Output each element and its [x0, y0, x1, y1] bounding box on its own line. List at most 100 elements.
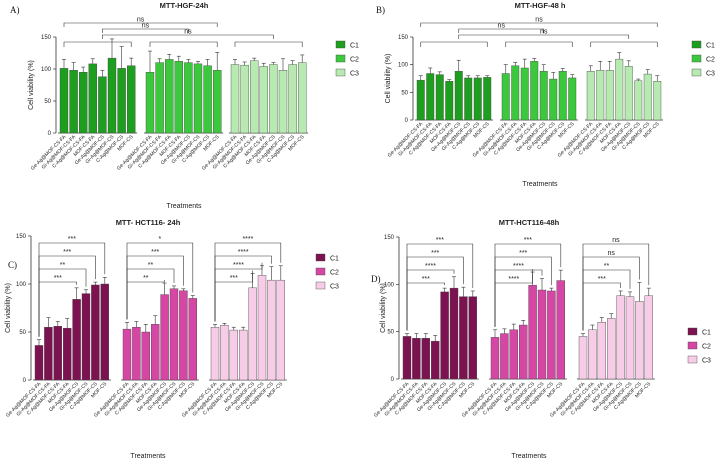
y-tick-label: 100 — [41, 67, 52, 73]
y-tick-label: 150 — [41, 35, 52, 41]
y-axis-title: Cell viability (%) — [380, 283, 387, 333]
legend-swatch-c1 — [691, 40, 702, 49]
chart-panel-3: C) MTT- HCT116- 24h 0 50 100 150 Cell viabilit… — [5, 218, 339, 460]
significance-bracket — [420, 22, 658, 27]
y-tick-label: 0 — [48, 131, 52, 137]
bar-c2-2 — [155, 62, 164, 134]
bar-c3-8 — [298, 62, 307, 134]
legend-label-c1: C1 — [702, 330, 711, 337]
legend-label-c2: C2 — [706, 57, 715, 64]
bar-c3-6 — [634, 80, 643, 121]
significance-label: *** — [68, 236, 76, 243]
bar-c1-3 — [78, 71, 88, 134]
bar-c1-7 — [91, 284, 100, 381]
bar-c2-6 — [549, 78, 558, 121]
significance-label: ns — [535, 17, 543, 24]
bar-c3-4 — [615, 58, 624, 121]
bar-c2-3 — [141, 331, 151, 381]
bar-c2-5 — [184, 62, 193, 134]
bar-c2-2 — [511, 65, 520, 121]
bar-c3-8 — [653, 81, 662, 121]
bar-c1-6 — [464, 77, 473, 121]
y-tick-label: 150 — [384, 235, 395, 241]
panel-label: A) — [10, 5, 20, 15]
bar-c3-7 — [635, 301, 644, 380]
significance-bracket — [458, 34, 630, 39]
legend-swatch-c2 — [335, 54, 346, 63]
bar-c3-4 — [259, 66, 268, 134]
bar-c2-1 — [501, 73, 510, 121]
significance-bracket — [102, 34, 274, 39]
bar-c2-1 — [490, 337, 500, 380]
significance-bracket — [582, 243, 650, 331]
significance-label: ** — [143, 275, 149, 282]
group-bracket — [505, 41, 573, 47]
bar-c2-4 — [150, 324, 160, 381]
legend-swatch-c3 — [335, 68, 346, 77]
bar-c2-5 — [160, 294, 169, 381]
significance-label: ns — [498, 23, 506, 30]
legend-swatch-c1 — [335, 40, 346, 49]
significance-label: **** — [233, 262, 244, 269]
panel-label: D) — [371, 274, 381, 284]
significance-label: *** — [519, 250, 527, 257]
bar-c3-2 — [596, 69, 605, 121]
x-axis-title: Treatments — [522, 181, 558, 188]
bar-c1-3 — [435, 74, 444, 121]
bar-c2-7 — [203, 65, 212, 134]
bar-c1-4 — [63, 327, 72, 381]
legend-swatch-c1 — [687, 327, 698, 336]
x-axis-title: Treatments — [511, 453, 547, 460]
bar-c3-6 — [278, 70, 288, 134]
chart-title: MTT-HCT116-48h — [499, 218, 560, 227]
significance-bracket — [214, 242, 282, 322]
significance-bracket — [406, 282, 445, 331]
bar-c2-7 — [179, 290, 188, 381]
panel-label: B) — [376, 5, 385, 15]
bar-c1-1 — [59, 68, 69, 134]
bar-c1-7 — [459, 296, 468, 380]
chart-title: MTT-HGF-48 h — [515, 1, 566, 10]
bar-c2-4 — [530, 61, 539, 121]
legend-swatch-c3 — [315, 281, 326, 290]
significance-bracket — [494, 243, 562, 327]
bar-c2-1 — [145, 71, 155, 134]
bar-c1-3 — [53, 326, 62, 381]
y-tick-label: 50 — [44, 99, 51, 105]
significance-label: ** — [60, 262, 66, 269]
bar-c1-8 — [126, 65, 136, 134]
y-tick-label: 100 — [16, 282, 27, 288]
significance-label: **** — [242, 236, 253, 243]
significance-label: **** — [508, 276, 519, 283]
bar-c3-4 — [238, 329, 248, 381]
x-axis-title: Treatments — [130, 453, 166, 460]
bar-c3-5 — [269, 64, 278, 134]
chart-panel-2: B) MTT-HGF-48 h 0 50 100 150 Cell viability (%… — [376, 1, 715, 188]
bar-c3-5 — [248, 287, 257, 381]
bar-c1-3 — [421, 338, 430, 380]
bar-c2-2 — [132, 327, 141, 381]
group-bracket — [149, 41, 218, 47]
significance-label: **** — [238, 249, 249, 256]
y-tick-label: 50 — [387, 330, 394, 336]
significance-label: *** — [54, 275, 62, 282]
legend-swatch-c3 — [687, 355, 698, 364]
bar-c2-1 — [122, 328, 132, 381]
bar-c2-3 — [520, 67, 529, 121]
legend-swatch-c2 — [687, 341, 698, 350]
bar-c2-3 — [164, 59, 174, 134]
legend-swatch-c3 — [691, 68, 702, 77]
y-tick-label: 0 — [23, 378, 27, 384]
bar-c1-5 — [72, 299, 81, 381]
bar-c3-3 — [249, 60, 259, 134]
bar-c1-2 — [69, 70, 78, 134]
bar-c2-5 — [528, 285, 537, 380]
chart-panel-4: D) MTT-HCT116-48h 0 50 100 150 Cell viability … — [371, 218, 711, 460]
bar-c1-5 — [454, 71, 463, 121]
y-tick-label: 50 — [401, 90, 408, 96]
group-bracket — [420, 41, 488, 47]
chart-title: MTT-HGF-24h — [160, 1, 209, 10]
y-axis-title: Cell viability (%) — [28, 60, 35, 110]
legend-label-c2: C2 — [330, 270, 339, 277]
